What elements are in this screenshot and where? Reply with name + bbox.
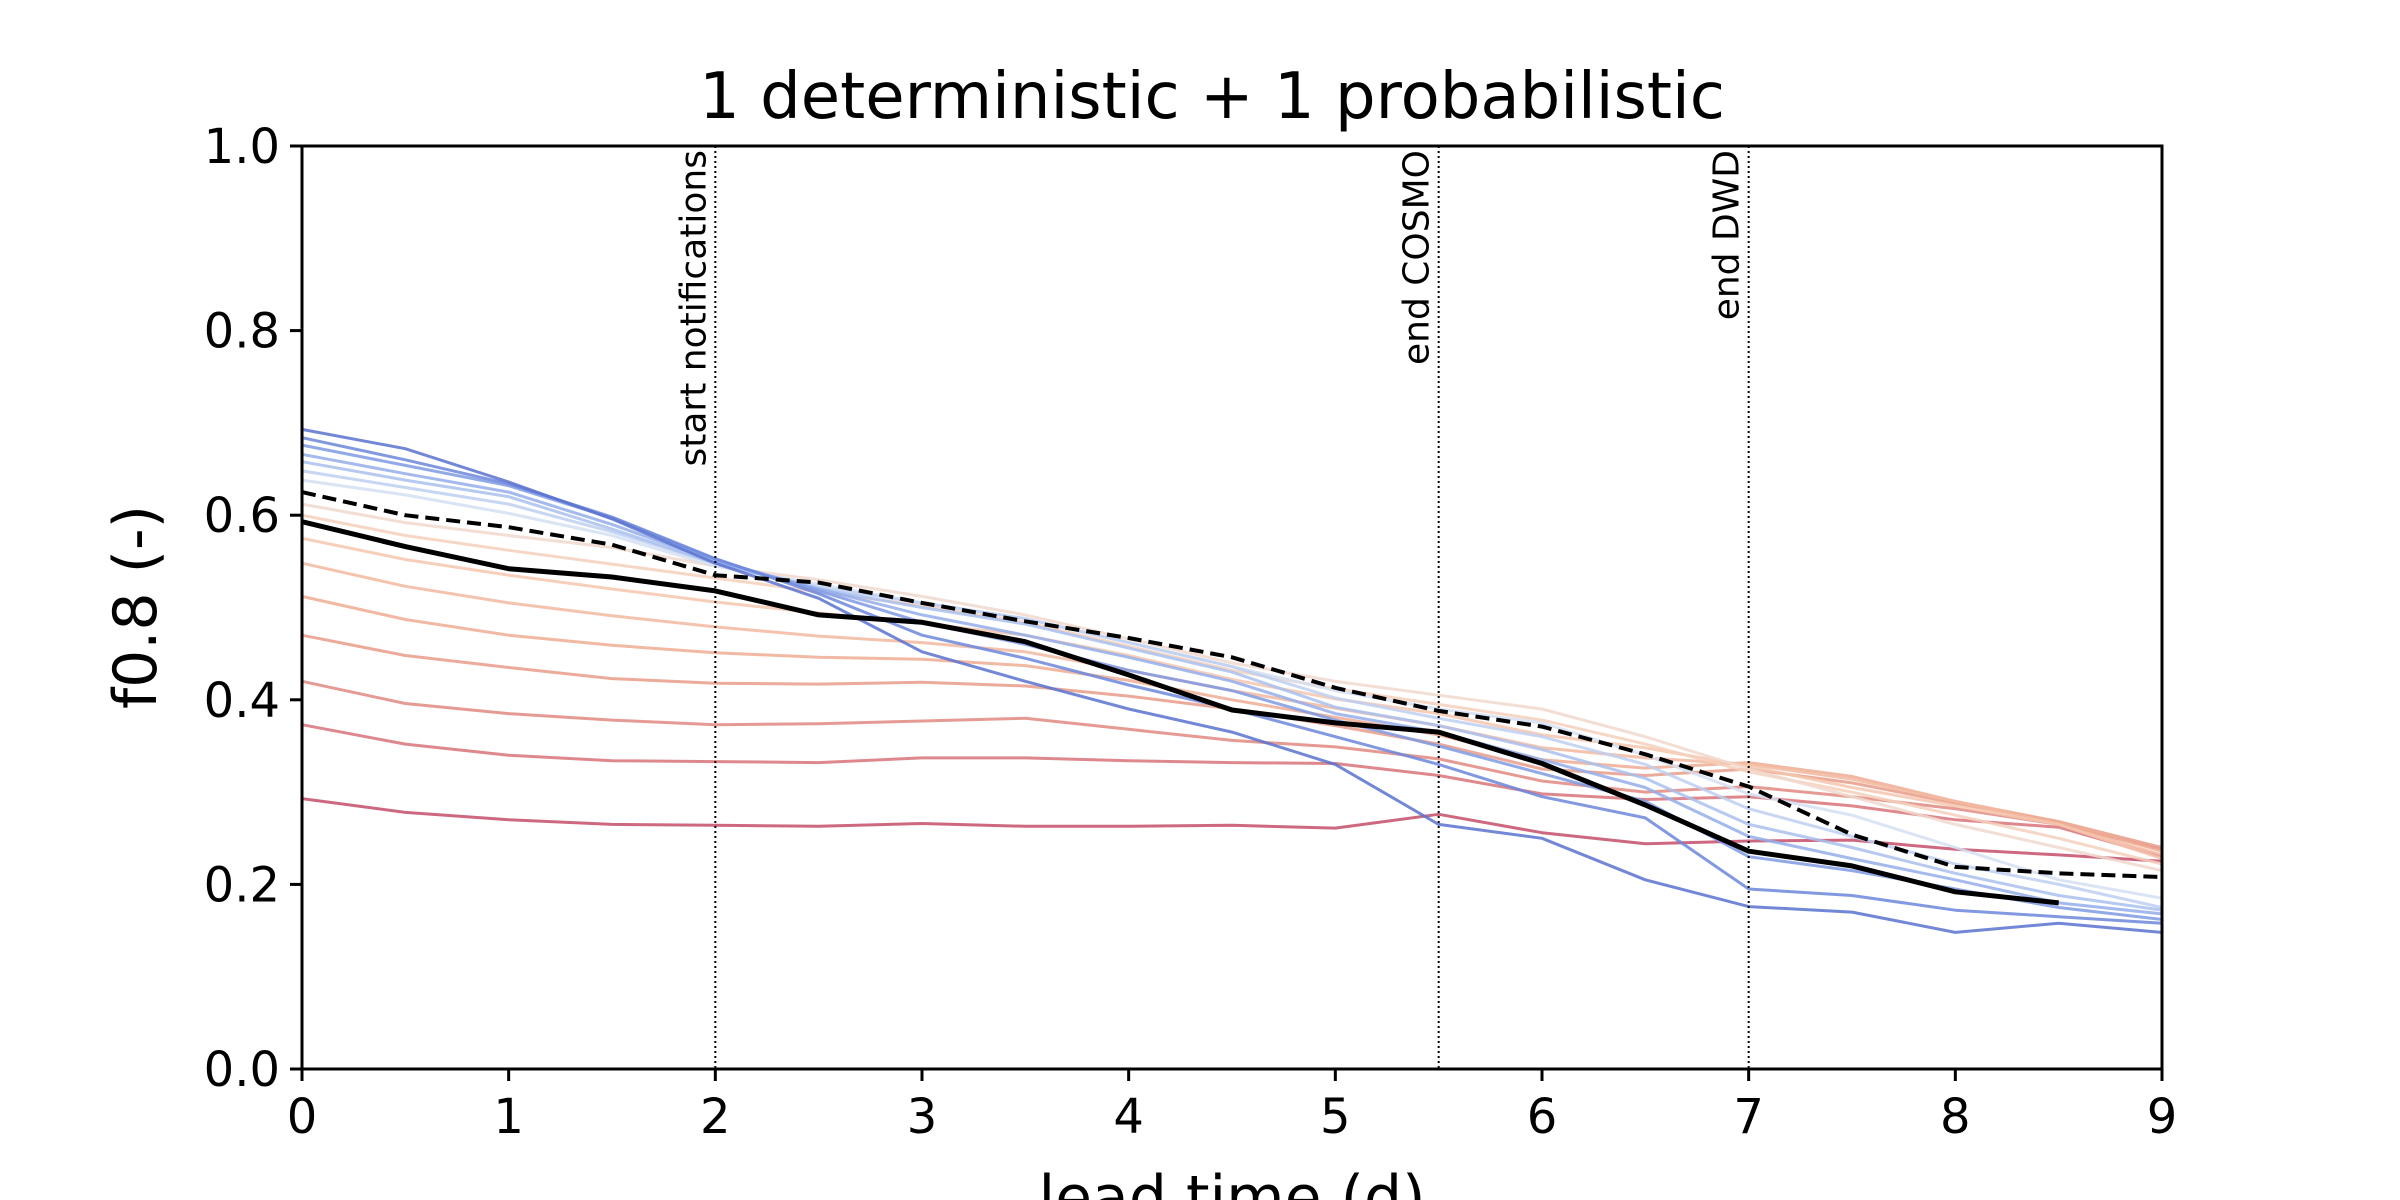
y-tick-label: 0.2 <box>204 857 280 913</box>
y-axis-label: f0.8 (-) <box>101 505 171 709</box>
y-tick-label: 0.6 <box>204 488 280 544</box>
series-line-black <box>301 519 2059 906</box>
series-line-6 <box>301 536 2163 861</box>
x-tick-label: 9 <box>2147 1089 2178 1145</box>
x-tick-label: 2 <box>700 1089 731 1145</box>
series-line-dashed <box>301 490 2163 879</box>
y-tick-label: 0.8 <box>204 304 280 360</box>
y-tick-label: 0.4 <box>204 673 280 729</box>
vline-label-0: start notifications <box>673 150 714 467</box>
series-line-1 <box>301 723 2163 859</box>
y-axis-ticks: 0.0 0.2 0.4 0.6 0.8 1.0 <box>204 119 302 1098</box>
series-line-4 <box>301 594 2163 853</box>
x-axis-ticks: 0 1 2 3 4 5 6 7 8 9 <box>287 1069 2178 1145</box>
x-tick-label: 5 <box>1320 1089 1351 1145</box>
plot-frame <box>300 144 2164 1071</box>
series-line-15 <box>301 427 2163 934</box>
x-tick-label: 7 <box>1733 1089 1764 1145</box>
x-tick-label: 8 <box>1940 1089 1971 1145</box>
y-tick-label: 1.0 <box>204 119 280 175</box>
series-line-7 <box>301 513 2163 866</box>
x-axis-label: lead time (d) <box>1038 1163 1425 1200</box>
reference-lines: start notifications end COSMO end DWD <box>673 146 1750 1069</box>
x-tick-label: 4 <box>1113 1089 1144 1145</box>
vline-label-2: end DWD <box>1707 150 1748 320</box>
y-tick-label: 0.0 <box>204 1042 280 1098</box>
chart-title: 1 deterministic + 1 probabilistic <box>699 60 1725 134</box>
x-tick-label: 1 <box>493 1089 524 1145</box>
x-tick-label: 6 <box>1527 1089 1558 1145</box>
series-line-11 <box>301 460 2163 912</box>
vline-label-1: end COSMO <box>1397 150 1438 365</box>
series-line-10 <box>301 469 2163 909</box>
x-tick-label: 3 <box>907 1089 938 1145</box>
series-line-0 <box>301 797 2163 863</box>
series-line-12 <box>301 452 2163 916</box>
series-lines <box>301 427 2163 934</box>
series-line-8 <box>301 502 2163 873</box>
x-tick-label: 0 <box>287 1089 318 1145</box>
